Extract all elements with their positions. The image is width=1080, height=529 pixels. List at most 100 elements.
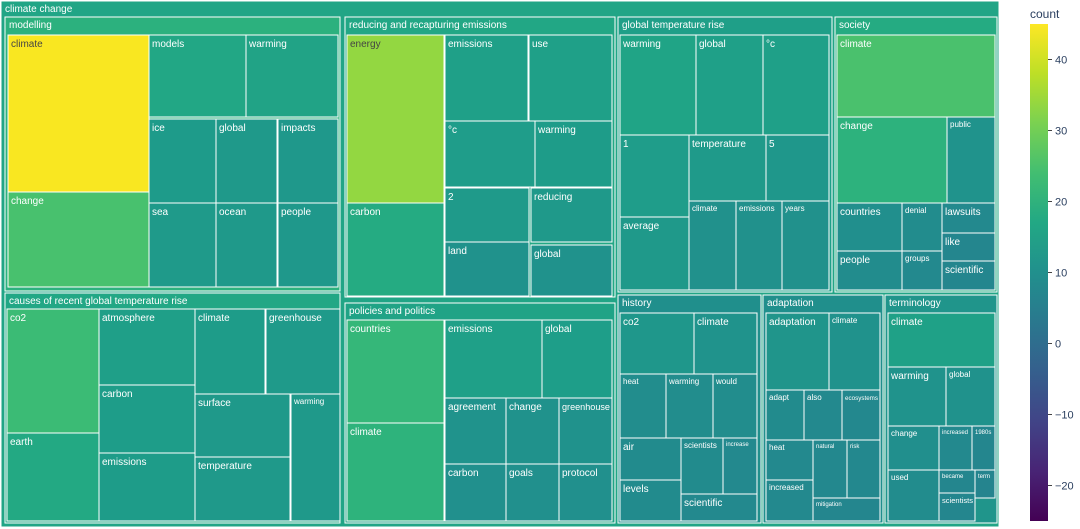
cell-causes-of-recent-global-temperature-rise-temperature[interactable] bbox=[194, 456, 291, 522]
cell-causes-of-recent-global-temperature-rise-greenhouse[interactable] bbox=[265, 308, 341, 395]
cell-global-temperature-rise-climate[interactable] bbox=[688, 200, 737, 291]
cell-global-temperature-rise-years[interactable] bbox=[781, 200, 830, 291]
cell-adaptation-adapt[interactable] bbox=[765, 389, 805, 441]
cell-policies-and-politics-countries[interactable] bbox=[346, 319, 445, 424]
cell-policies-and-politics-carbon[interactable] bbox=[444, 463, 507, 522]
cell-history-air[interactable] bbox=[619, 437, 682, 481]
cell-society-people[interactable] bbox=[836, 250, 903, 291]
cell-global-temperature-rise-deg-c[interactable] bbox=[762, 34, 830, 136]
cell-policies-and-politics-climate[interactable] bbox=[346, 422, 445, 522]
cell-adaptation-natural[interactable] bbox=[812, 439, 848, 499]
cell-modelling-models[interactable] bbox=[148, 34, 247, 118]
cell-adaptation-increased[interactable] bbox=[765, 479, 814, 522]
cell-modelling-sea[interactable] bbox=[148, 202, 217, 288]
cell-causes-of-recent-global-temperature-rise-surface[interactable] bbox=[194, 393, 291, 458]
cell-global-temperature-rise-1[interactable] bbox=[619, 134, 690, 218]
cell-reducing-and-recapturing-emissions-emissions[interactable] bbox=[444, 34, 529, 122]
cell-terminology-1980s[interactable] bbox=[971, 425, 996, 471]
cell-causes-of-recent-global-temperature-rise-emissions[interactable] bbox=[98, 452, 196, 522]
cell-society-public[interactable] bbox=[946, 116, 996, 204]
cell-terminology-warming[interactable] bbox=[887, 366, 947, 427]
colorbar-tick-label: −10 bbox=[1055, 410, 1074, 422]
cell-history-levels[interactable] bbox=[619, 479, 682, 522]
cell-society-denial[interactable] bbox=[901, 202, 943, 252]
cell-history-warming[interactable] bbox=[665, 373, 714, 439]
cell-society-like[interactable] bbox=[941, 232, 996, 262]
cell-society-countries[interactable] bbox=[836, 202, 903, 252]
cell-terminology-change[interactable] bbox=[887, 425, 940, 471]
cell-global-temperature-rise-temperature[interactable] bbox=[688, 134, 767, 202]
cell-society-groups[interactable] bbox=[901, 250, 943, 291]
cell-causes-of-recent-global-temperature-rise-carbon[interactable] bbox=[98, 384, 196, 454]
colorbar-title: count bbox=[1030, 7, 1060, 21]
cell-modelling-climate[interactable] bbox=[7, 34, 150, 193]
cell-history-climate[interactable] bbox=[693, 312, 758, 375]
cell-global-temperature-rise-average[interactable] bbox=[619, 216, 690, 291]
cell-adaptation-ecosystems[interactable] bbox=[841, 389, 881, 441]
colorbar-ticks: 40 30 20 10 0 −10 −20 bbox=[1048, 55, 1074, 493]
cell-modelling-ocean[interactable] bbox=[215, 202, 278, 288]
cell-society-lawsuits[interactable] bbox=[941, 202, 996, 234]
colorbar-tick-label: −20 bbox=[1055, 481, 1074, 493]
cell-reducing-and-recapturing-emissions-deg-c[interactable] bbox=[444, 120, 536, 188]
cell-adaptation-heat[interactable] bbox=[765, 439, 814, 481]
cell-modelling-impacts[interactable] bbox=[277, 118, 339, 204]
cell-global-temperature-rise-global[interactable] bbox=[695, 34, 764, 136]
cell-adaptation-adaptation[interactable] bbox=[765, 312, 830, 391]
cell-modelling-warming[interactable] bbox=[245, 34, 339, 118]
cell-global-temperature-rise-warming[interactable] bbox=[619, 34, 697, 136]
cell-causes-of-recent-global-temperature-rise-atmosphere[interactable] bbox=[98, 308, 196, 386]
colorbar-tick-label: 30 bbox=[1055, 126, 1067, 138]
cell-society-climate[interactable] bbox=[836, 34, 996, 118]
colorbar-tick-label: 40 bbox=[1055, 55, 1067, 67]
cell-history-increase[interactable] bbox=[722, 437, 758, 495]
cell-history-scientists[interactable] bbox=[680, 437, 724, 495]
cell-policies-and-politics-goals[interactable] bbox=[505, 463, 560, 522]
cell-adaptation-climate[interactable] bbox=[828, 312, 881, 391]
cell-modelling-change[interactable] bbox=[7, 191, 150, 288]
cell-terminology-became[interactable] bbox=[938, 469, 976, 494]
cell-reducing-and-recapturing-emissions-land[interactable] bbox=[444, 241, 530, 297]
cell-policies-and-politics-change[interactable] bbox=[505, 397, 560, 465]
cell-terminology-climate[interactable] bbox=[887, 312, 996, 368]
cell-reducing-and-recapturing-emissions-2[interactable] bbox=[444, 187, 530, 243]
cell-adaptation-mitigation[interactable] bbox=[812, 497, 881, 522]
cell-policies-and-politics-global[interactable] bbox=[541, 319, 613, 399]
cell-reducing-and-recapturing-emissions-carbon[interactable] bbox=[346, 202, 445, 297]
cell-policies-and-politics-emissions[interactable] bbox=[444, 319, 543, 399]
cell-policies-and-politics-protocol[interactable] bbox=[558, 463, 613, 522]
cell-history-co2[interactable] bbox=[619, 312, 695, 375]
cell-history-would[interactable] bbox=[712, 373, 758, 439]
cell-history-scientific[interactable] bbox=[680, 493, 758, 522]
colorbar-tick-label: 10 bbox=[1055, 268, 1067, 280]
cell-reducing-and-recapturing-emissions-global[interactable] bbox=[530, 244, 613, 297]
cell-policies-and-politics-greenhouse[interactable] bbox=[558, 397, 613, 465]
cell-modelling-ice[interactable] bbox=[148, 118, 217, 204]
cell-adaptation-also[interactable] bbox=[803, 389, 843, 441]
cell-history-heat[interactable] bbox=[619, 373, 667, 439]
cell-policies-and-politics-agreement[interactable] bbox=[444, 397, 507, 465]
cell-reducing-and-recapturing-emissions-reducing[interactable] bbox=[530, 187, 613, 243]
cell-reducing-and-recapturing-emissions-energy[interactable] bbox=[346, 34, 445, 204]
cell-terminology-term[interactable] bbox=[974, 469, 996, 499]
cell-global-temperature-rise-emissions[interactable] bbox=[735, 200, 783, 291]
cell-global-temperature-rise-5[interactable] bbox=[765, 134, 830, 202]
cell-reducing-and-recapturing-emissions-use[interactable] bbox=[528, 34, 613, 122]
cell-terminology-scientists[interactable] bbox=[938, 492, 976, 522]
cell-terminology-global[interactable] bbox=[945, 366, 996, 427]
cell-causes-of-recent-global-temperature-rise-earth[interactable] bbox=[6, 432, 100, 522]
colorbar-gradient bbox=[1030, 24, 1048, 521]
cell-modelling-global[interactable] bbox=[215, 118, 278, 204]
treemap-cells: climate changemodellingclimatechangemode… bbox=[0, 0, 1000, 528]
cell-society-scientific[interactable] bbox=[941, 260, 996, 291]
cell-adaptation-risk[interactable] bbox=[846, 439, 881, 499]
cell-causes-of-recent-global-temperature-rise-warming[interactable] bbox=[290, 393, 341, 522]
cell-terminology-increased[interactable] bbox=[938, 425, 973, 471]
cell-terminology-used[interactable] bbox=[887, 469, 940, 522]
cell-society-change[interactable] bbox=[836, 116, 948, 204]
cell-causes-of-recent-global-temperature-rise-climate[interactable] bbox=[194, 308, 266, 395]
cell-reducing-and-recapturing-emissions-warming[interactable] bbox=[534, 120, 613, 188]
cell-modelling-people[interactable] bbox=[277, 202, 339, 288]
cell-causes-of-recent-global-temperature-rise-co2[interactable] bbox=[6, 308, 100, 434]
